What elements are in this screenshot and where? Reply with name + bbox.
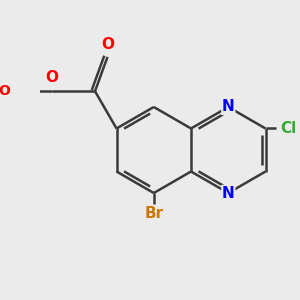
- Text: O: O: [46, 70, 59, 85]
- Text: Br: Br: [144, 206, 163, 221]
- Text: O: O: [101, 37, 114, 52]
- Text: Cl: Cl: [280, 121, 297, 136]
- Text: O: O: [0, 84, 10, 98]
- Text: N: N: [222, 100, 235, 115]
- Text: N: N: [222, 185, 235, 200]
